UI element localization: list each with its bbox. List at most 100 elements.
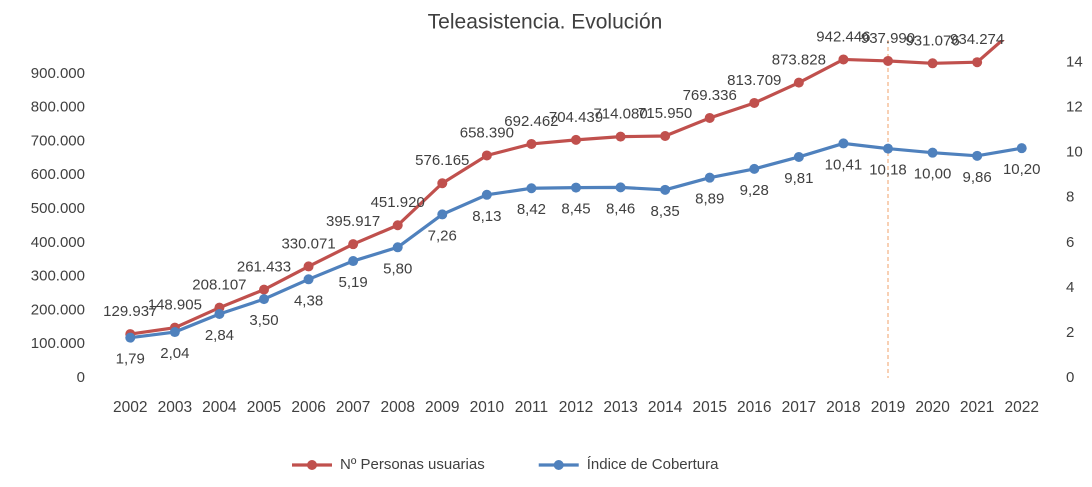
data-label: 658.390: [460, 124, 514, 141]
data-label: 148.905: [148, 297, 202, 314]
data-label: 8,89: [695, 191, 724, 208]
data-point: [303, 274, 314, 285]
data-label: 10,00: [914, 166, 952, 183]
x-tick-label: 2015: [692, 399, 726, 416]
data-label: 3,50: [249, 312, 278, 329]
y2-tick-label: 8: [1066, 189, 1074, 206]
data-label: 330.071: [281, 235, 335, 252]
y-tick-label: 0: [77, 369, 85, 386]
x-tick-label: 2011: [515, 399, 548, 416]
y-tick-label: 700.000: [31, 132, 85, 149]
data-label: 129.937: [103, 303, 157, 320]
x-tick-label: 2018: [826, 399, 860, 416]
x-tick-label: 2004: [202, 399, 237, 416]
data-point: [348, 239, 359, 250]
data-point: [169, 327, 180, 338]
data-label: 9,81: [784, 170, 813, 187]
data-point: [571, 134, 581, 145]
data-point: [615, 131, 626, 142]
data-label: 4,38: [294, 292, 323, 309]
data-label: 692.462: [504, 113, 558, 130]
y2-tick-label: 6: [1066, 234, 1074, 251]
data-point: [437, 178, 448, 189]
data-point: [793, 77, 804, 88]
data-point: [749, 97, 760, 108]
x-tick-label: 2014: [648, 399, 683, 416]
chart-title: Teleasistencia. Evolución: [428, 11, 663, 34]
y-tick-label: 500.000: [31, 200, 85, 217]
data-label: 261.433: [237, 259, 291, 276]
data-label: 937.990: [861, 30, 915, 47]
data-label: 942.446: [816, 28, 870, 45]
data-point: [348, 256, 359, 267]
data-label: 813.709: [727, 72, 781, 89]
data-point: [972, 150, 983, 161]
data-label: 208.107: [192, 277, 246, 294]
data-point: [660, 131, 671, 142]
data-point: [615, 182, 626, 193]
y-tick-label: 600.000: [31, 166, 85, 183]
data-label: 10,18: [869, 162, 907, 179]
y-tick-label: 900.000: [31, 65, 85, 82]
y2-tick-label: 12: [1066, 99, 1083, 116]
y-tick-label: 300.000: [31, 268, 85, 285]
data-point: [972, 57, 983, 68]
data-point: [526, 183, 537, 194]
y2-tick-label: 0: [1066, 369, 1074, 386]
x-tick-label: 2006: [291, 399, 325, 416]
data-point: [1016, 143, 1027, 154]
data-point: [660, 184, 671, 195]
data-point: [214, 309, 225, 320]
data-point: [526, 138, 537, 149]
data-point: [704, 172, 715, 183]
data-label: 931.076: [905, 32, 959, 49]
x-tick-label: 2008: [380, 399, 414, 416]
data-point: [927, 58, 938, 69]
x-tick-label: 2005: [247, 399, 281, 416]
y-tick-label: 100.000: [31, 335, 85, 352]
x-tick-label: 2003: [158, 399, 192, 416]
data-label: 8,13: [472, 208, 501, 225]
legend-label: Nº Personas usuarias: [340, 456, 485, 473]
x-tick-label: 2020: [915, 399, 950, 416]
data-point: [259, 284, 269, 295]
data-point: [392, 220, 403, 231]
y-tick-label: 400.000: [31, 234, 85, 251]
data-label: 2,84: [205, 327, 234, 344]
data-point: [125, 332, 136, 343]
data-point: [838, 138, 849, 149]
data-label: 5,19: [339, 274, 368, 291]
x-tick-label: 2022: [1004, 399, 1038, 416]
x-tick-label: 2013: [603, 399, 637, 416]
data-label: 769.336: [683, 87, 737, 104]
x-tick-label: 2021: [960, 399, 994, 416]
y-tick-label: 200.000: [31, 301, 85, 318]
x-tick-label: 2002: [113, 399, 147, 416]
data-label: 5,80: [383, 260, 412, 277]
data-point: [793, 151, 804, 162]
data-point: [883, 143, 893, 154]
y2-tick-label: 2: [1066, 324, 1074, 341]
data-label: 9,28: [740, 182, 769, 199]
y-tick-label: 800.000: [31, 99, 85, 116]
legend-marker: [307, 460, 317, 470]
data-point: [571, 182, 581, 193]
legend-marker: [553, 460, 564, 470]
data-label: 2,04: [160, 345, 189, 362]
x-tick-label: 2007: [336, 399, 370, 416]
data-point: [838, 54, 849, 65]
data-label: 934.274: [950, 31, 1004, 48]
data-label: 10,20: [1003, 161, 1041, 178]
data-point: [927, 147, 938, 158]
data-label: 873.828: [772, 52, 826, 69]
data-label: 10,41: [825, 156, 863, 173]
data-label: 704.439: [549, 109, 603, 126]
x-tick-label: 2017: [782, 399, 816, 416]
data-label: 714.080: [593, 106, 647, 123]
data-label: 8,46: [606, 200, 635, 217]
data-label: 8,45: [561, 201, 590, 218]
data-label: 1,79: [116, 351, 145, 368]
data-point: [392, 242, 403, 253]
data-point: [303, 261, 314, 272]
